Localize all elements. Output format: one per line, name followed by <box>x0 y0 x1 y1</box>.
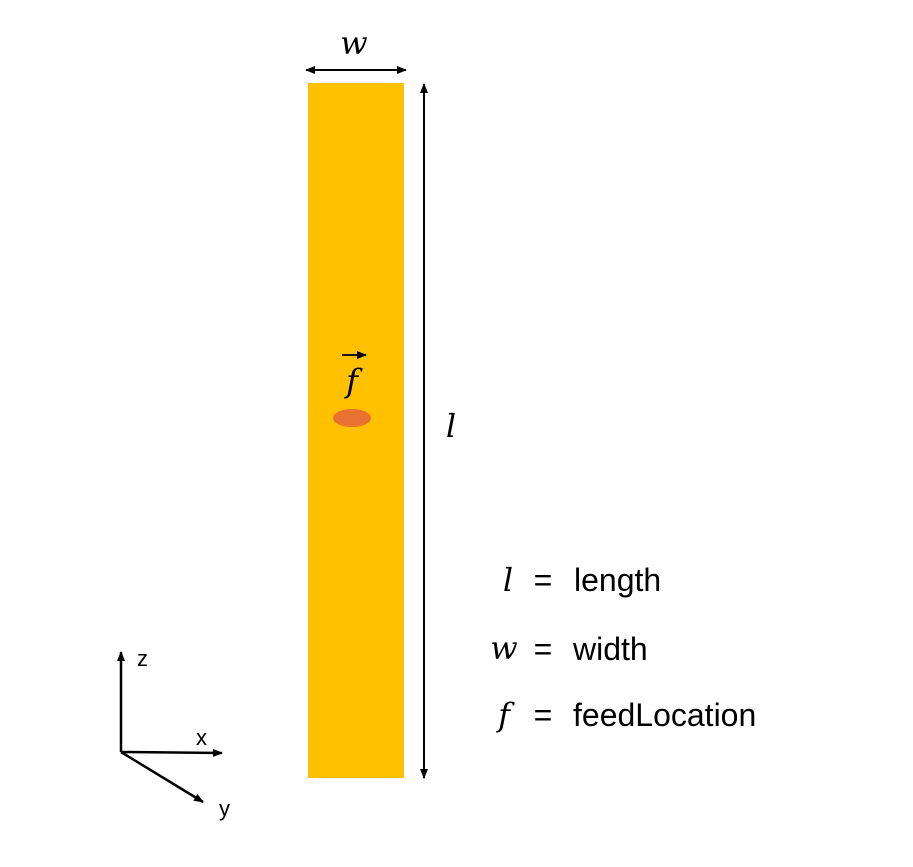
width-dimension: w <box>305 24 407 74</box>
legend-equals: = <box>534 697 553 733</box>
width-symbol: w <box>340 24 367 62</box>
legend-symbol: f <box>496 696 515 734</box>
feed-point <box>333 409 371 427</box>
legend-row-width: w = width <box>490 629 647 667</box>
length-symbol: l <box>446 407 456 445</box>
x-axis-label: x <box>196 725 207 750</box>
legend-equals: = <box>534 562 553 598</box>
legend-row-feed: f = feedLocation <box>496 696 756 734</box>
x-axis-arrow <box>120 748 223 757</box>
z-axis-label: z <box>137 646 148 671</box>
legend: l = length w = width f = feedLocation <box>490 561 756 734</box>
legend-symbol: l <box>503 561 513 599</box>
length-dimension: l <box>420 83 456 779</box>
legend-description: width <box>572 631 648 667</box>
legend-description: feedLocation <box>573 697 756 733</box>
legend-equals: = <box>534 631 553 667</box>
legend-description: length <box>574 562 661 598</box>
y-axis-arrow <box>120 750 204 804</box>
antenna-strip <box>308 83 404 778</box>
y-axis-label: y <box>219 796 230 821</box>
legend-symbol: w <box>490 629 517 667</box>
legend-row-length: l = length <box>503 561 661 599</box>
coordinate-axes: z x y <box>117 646 230 821</box>
